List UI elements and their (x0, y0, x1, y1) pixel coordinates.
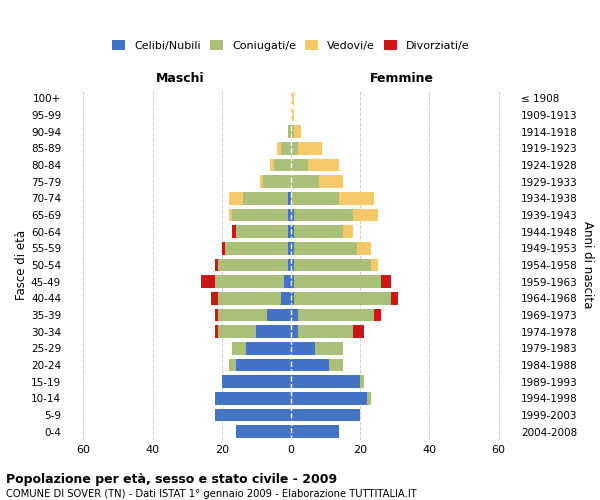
Legend: Celibi/Nubili, Coniugati/e, Vedovi/e, Divorziati/e: Celibi/Nubili, Coniugati/e, Vedovi/e, Di… (108, 36, 474, 56)
Bar (287, 259, 291, 271)
Bar (242, 192, 287, 204)
Bar (295, 292, 391, 304)
Bar (291, 292, 295, 304)
Bar (291, 426, 340, 438)
Bar (291, 159, 308, 172)
Bar (340, 192, 374, 204)
Bar (215, 392, 291, 404)
Bar (236, 226, 287, 238)
Bar (391, 292, 398, 304)
Bar (291, 176, 319, 188)
Bar (229, 192, 242, 204)
Bar (357, 242, 371, 254)
Bar (281, 292, 291, 304)
Bar (291, 392, 367, 404)
Bar (284, 276, 291, 288)
Bar (353, 209, 377, 222)
Bar (381, 276, 391, 288)
Bar (298, 308, 374, 322)
Bar (295, 242, 357, 254)
Bar (222, 242, 225, 254)
Bar (287, 126, 291, 138)
Bar (295, 226, 343, 238)
Bar (215, 259, 218, 271)
Bar (291, 259, 295, 271)
Bar (291, 359, 329, 371)
Bar (291, 209, 295, 222)
Bar (374, 308, 381, 322)
Bar (256, 326, 291, 338)
Bar (215, 409, 291, 421)
Bar (287, 209, 291, 222)
Bar (291, 142, 298, 154)
Bar (270, 159, 274, 172)
Bar (287, 192, 291, 204)
Bar (267, 308, 291, 322)
Bar (291, 308, 298, 322)
Bar (367, 392, 371, 404)
Bar (263, 176, 291, 188)
Bar (222, 376, 291, 388)
Bar (295, 276, 381, 288)
Bar (229, 209, 232, 222)
Bar (291, 92, 295, 104)
Bar (308, 159, 340, 172)
Bar (287, 226, 291, 238)
Bar (218, 308, 267, 322)
Bar (291, 192, 340, 204)
Bar (236, 426, 291, 438)
Bar (319, 176, 343, 188)
Bar (218, 292, 281, 304)
Bar (236, 359, 291, 371)
Bar (232, 342, 246, 354)
Bar (291, 226, 295, 238)
Bar (343, 226, 353, 238)
Bar (211, 292, 218, 304)
Bar (295, 209, 353, 222)
Bar (298, 326, 353, 338)
Text: Maschi: Maschi (156, 72, 205, 85)
Bar (274, 159, 291, 172)
Bar (291, 376, 360, 388)
Bar (201, 276, 215, 288)
Bar (315, 342, 343, 354)
Bar (291, 342, 315, 354)
Bar (287, 242, 291, 254)
Bar (218, 259, 287, 271)
Bar (218, 326, 256, 338)
Y-axis label: Anni di nascita: Anni di nascita (581, 222, 594, 308)
Bar (360, 376, 364, 388)
Bar (353, 326, 364, 338)
Bar (229, 359, 236, 371)
Bar (215, 308, 218, 322)
Bar (277, 142, 281, 154)
Bar (291, 276, 295, 288)
Bar (260, 176, 263, 188)
Bar (291, 409, 360, 421)
Bar (246, 342, 291, 354)
Bar (291, 326, 298, 338)
Text: COMUNE DI SOVER (TN) - Dati ISTAT 1° gennaio 2009 - Elaborazione TUTTITALIA.IT: COMUNE DI SOVER (TN) - Dati ISTAT 1° gen… (6, 489, 417, 499)
Bar (281, 142, 291, 154)
Y-axis label: Fasce di età: Fasce di età (15, 230, 28, 300)
Text: Popolazione per età, sesso e stato civile - 2009: Popolazione per età, sesso e stato civil… (6, 472, 337, 486)
Bar (298, 142, 322, 154)
Text: Femmine: Femmine (370, 72, 434, 85)
Bar (371, 259, 377, 271)
Bar (215, 276, 284, 288)
Bar (295, 259, 371, 271)
Bar (291, 109, 295, 122)
Bar (232, 226, 236, 238)
Bar (215, 326, 218, 338)
Bar (232, 209, 287, 222)
Bar (291, 242, 295, 254)
Bar (225, 242, 287, 254)
Bar (291, 126, 295, 138)
Bar (329, 359, 343, 371)
Bar (295, 126, 301, 138)
